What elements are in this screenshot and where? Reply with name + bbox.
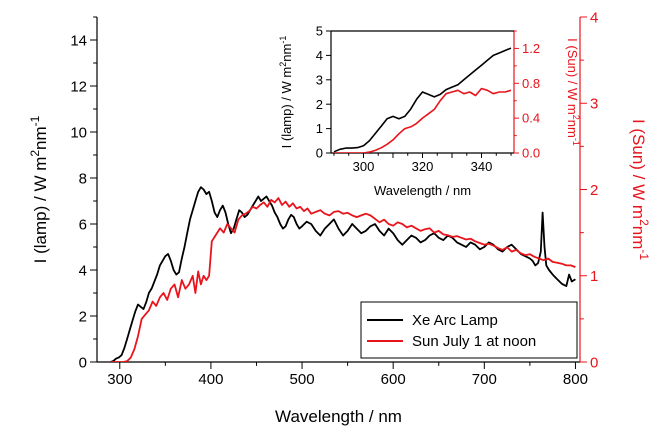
inset-lamp-series-line bbox=[333, 47, 512, 153]
legend: Xe Arc Lamp Sun July 1 at noon bbox=[360, 301, 578, 359]
main-y-right-tick-label: 0 bbox=[590, 354, 598, 371]
inset-y-left-tick-label: 3 bbox=[316, 72, 323, 87]
main-y-right-tick-label: 2 bbox=[590, 182, 598, 199]
main-y-right-axis-title-text: I (Sun) / W m bbox=[629, 119, 648, 219]
inset-y-left-tick-label: 4 bbox=[316, 48, 323, 63]
main-y-left-tick-label: 8 bbox=[79, 170, 87, 187]
legend-label-1: Xe Arc Lamp bbox=[412, 312, 498, 329]
main-y-left-axis-title-unit: nm bbox=[31, 126, 50, 150]
inset-y-left-tick-label: 0 bbox=[316, 146, 323, 161]
inset-plot: 300 320 340 0 1 2 3 4 5 0.0 0.4 0.8 1.2 Wavelength / … bbox=[278, 24, 581, 198]
main-x-tick-label: 700 bbox=[472, 371, 497, 388]
inset-y-left-axis-title-sup-1: 2 bbox=[278, 62, 288, 67]
main-y-right-tick-label: 4 bbox=[590, 9, 598, 26]
main-x-tick-label: 400 bbox=[198, 371, 223, 388]
legend-label-2: Sun July 1 at noon bbox=[412, 333, 536, 350]
main-sun-series-line bbox=[110, 197, 576, 362]
inset-y-right-axis-title-text: I (Sun) / W m bbox=[565, 38, 580, 115]
inset-x-tick-label: 340 bbox=[471, 159, 493, 174]
inset-y-right-tick-label: 0.4 bbox=[522, 111, 540, 126]
inset-y-left-tick-label: 1 bbox=[316, 121, 323, 136]
main-y-left-axis-title-sup-1: 2 bbox=[28, 150, 42, 157]
inset-y-right-tick-label: 0.8 bbox=[522, 76, 540, 91]
main-y-left-tick-label: 14 bbox=[70, 32, 87, 49]
inset-y-left-tick-label: 2 bbox=[316, 97, 323, 112]
inset-y-left-axis-title-unit: nm bbox=[279, 44, 294, 62]
inset-y-left-axis-title-sup-2: -1 bbox=[278, 36, 288, 44]
inset-x-tick-label: 300 bbox=[353, 159, 375, 174]
main-x-tick-label: 600 bbox=[381, 371, 406, 388]
main-y-left-axis-title-sup-2: -1 bbox=[28, 115, 42, 126]
inset-y-right-tick-label: 1.2 bbox=[522, 41, 540, 56]
main-plot: 300 400 500 600 700 8000246810121401234Wavele… bbox=[28, 9, 651, 426]
inset-y-right-tick-label: 0.0 bbox=[522, 146, 540, 161]
inset-y-right-axis-title-sup-1: 2 bbox=[571, 115, 581, 120]
main-x-tick-label: 500 bbox=[290, 371, 315, 388]
inset-y-right-axis-title-sup-2: -1 bbox=[571, 138, 581, 146]
main-y-right-tick-label: 3 bbox=[590, 96, 598, 113]
inset-y-right-axis-title-unit: nm bbox=[565, 120, 580, 138]
inset-x-tick-label: 320 bbox=[412, 159, 434, 174]
inset-y-right-axis-title: I (Sun) / W m2nm-1 bbox=[565, 38, 581, 146]
main-y-left-tick-label: 2 bbox=[79, 308, 87, 325]
main-y-left-tick-label: 0 bbox=[79, 354, 87, 371]
main-y-left-axis-title: I (lamp) / W m2nm-1 bbox=[28, 115, 50, 263]
main-y-right-axis-title-unit: nm bbox=[629, 226, 648, 250]
inset-y-left-tick-label: 5 bbox=[316, 24, 323, 39]
main-y-left-axis-title-text: I (lamp) / W m bbox=[31, 157, 50, 264]
main-y-right-tick-label: 1 bbox=[590, 268, 598, 285]
inset-y-left-axis-title-text: I (lamp) / W m bbox=[279, 67, 294, 149]
inset-sun-series-line bbox=[334, 87, 512, 153]
inset-y-left-axis-title: I (lamp) / W m2nm-1 bbox=[278, 36, 294, 149]
main-y-left-tick-label: 6 bbox=[79, 216, 87, 233]
main-y-right-axis-title-sup-1: 2 bbox=[637, 219, 651, 226]
main-y-left-tick-label: 4 bbox=[79, 262, 87, 279]
main-x-tick-label: 800 bbox=[563, 371, 588, 388]
legend-box bbox=[360, 301, 578, 359]
inset-x-axis-title: Wavelength / nm bbox=[374, 183, 471, 198]
main-x-axis-title: Wavelength / nm bbox=[275, 407, 402, 426]
main-y-left-tick-label: 10 bbox=[70, 124, 87, 141]
main-y-right-axis-title: I (Sun) / W m2nm-1 bbox=[629, 119, 651, 260]
main-y-left-tick-label: 12 bbox=[70, 78, 87, 95]
main-x-tick-label: 300 bbox=[107, 371, 132, 388]
main-y-right-axis-title-sup-2: -1 bbox=[637, 249, 651, 260]
